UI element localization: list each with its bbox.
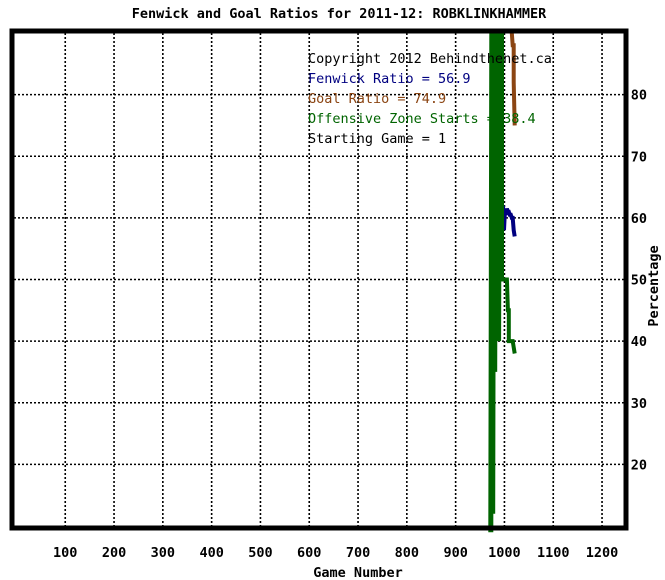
legend: Copyright 2012 Behindthenet.ca Fenwick Ra…: [308, 51, 552, 147]
legend-entry-4: Offensive Zone Starts = 38.4: [308, 111, 536, 127]
x-tick-label: 700: [346, 545, 370, 561]
x-tick-label: 1000: [488, 545, 521, 561]
y-tick-label: 80: [631, 88, 647, 104]
x-axis-label: Game Number: [313, 565, 402, 580]
x-tick-label: 500: [248, 545, 272, 561]
series-line-2: [509, 32, 517, 126]
x-tick-label: 100: [53, 545, 77, 561]
series-line-1: [501, 205, 517, 237]
legend-entry-2: Fenwick Ratio = 56.9: [308, 71, 471, 87]
x-tick-label: 400: [199, 545, 223, 561]
x-tick-label: 1100: [537, 545, 570, 561]
chart-title: Fenwick and Goal Ratios for 2011-12: ROB…: [132, 6, 547, 22]
x-tick-label: 300: [151, 545, 175, 561]
y-tick-label: 40: [631, 334, 647, 350]
x-tick-label: 200: [102, 545, 126, 561]
legend-entry-3: Goal Ratio = 74.9: [308, 91, 446, 107]
y-tick-label: 20: [631, 457, 647, 473]
x-tick-label: 800: [395, 545, 419, 561]
series-line-3: [488, 32, 517, 533]
plot-frame: [9, 28, 629, 531]
y-tick-label: 70: [631, 149, 647, 165]
y-axis-ticks: 20 30 40 50 60 70 80: [631, 88, 647, 474]
series-layer: [488, 32, 517, 533]
x-axis-ticks: 100 200 300 400 500 600 700 800 900 1000 1100 1200: [53, 545, 618, 561]
y-tick-label: 60: [631, 211, 647, 227]
x-tick-label: 1200: [586, 545, 619, 561]
y-tick-label: 30: [631, 396, 647, 412]
legend-entry-1: Copyright 2012 Behindthenet.ca: [308, 51, 552, 67]
y-axis-label: Percentage: [646, 245, 662, 326]
x-tick-label: 900: [443, 545, 467, 561]
y-tick-label: 50: [631, 273, 647, 289]
grid: [14, 33, 624, 526]
legend-entry-5: Starting Game = 1: [308, 131, 446, 147]
x-tick-label: 600: [297, 545, 321, 561]
